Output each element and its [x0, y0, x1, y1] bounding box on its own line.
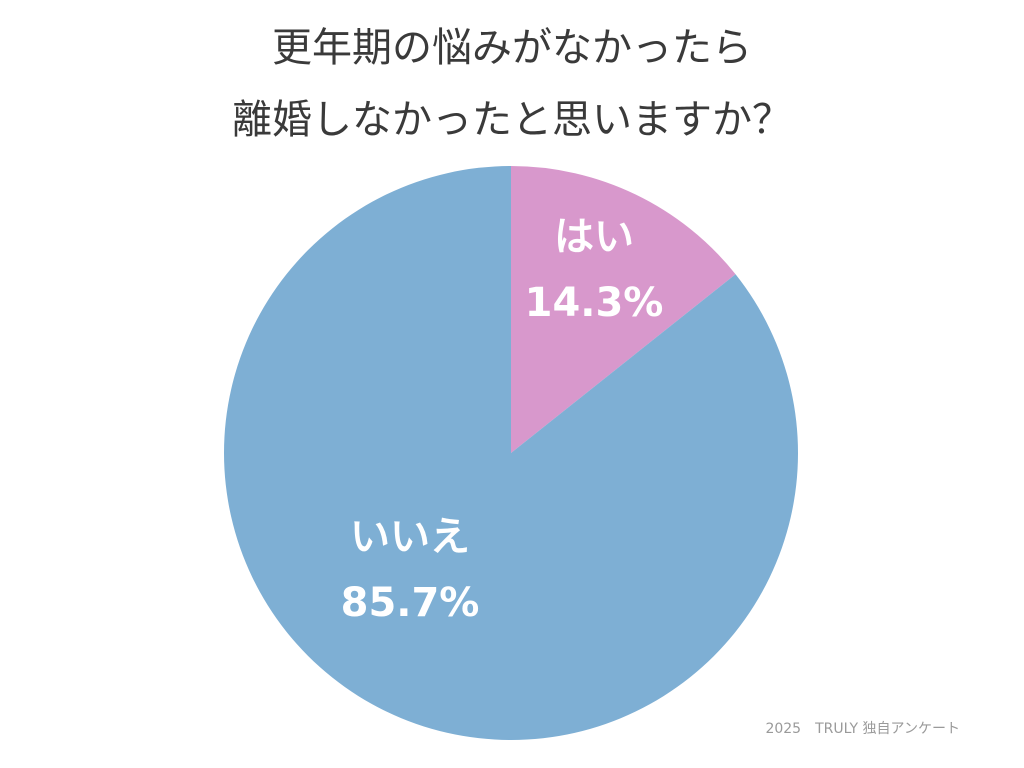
source-note: 2025 TRULY 独自アンケート: [765, 721, 960, 737]
pie-slice: [511, 166, 736, 453]
data-label: 14.3%: [525, 280, 664, 326]
data-label: 85.7%: [341, 580, 480, 626]
chart-title: 離婚しなかったと思いますか？: [232, 97, 792, 143]
chart-title: 更年期の悩みがなかったら: [272, 25, 752, 71]
slice-label: いいえ: [350, 514, 470, 560]
pie-slice: [223, 166, 798, 741]
slice-label: はい: [554, 214, 634, 260]
